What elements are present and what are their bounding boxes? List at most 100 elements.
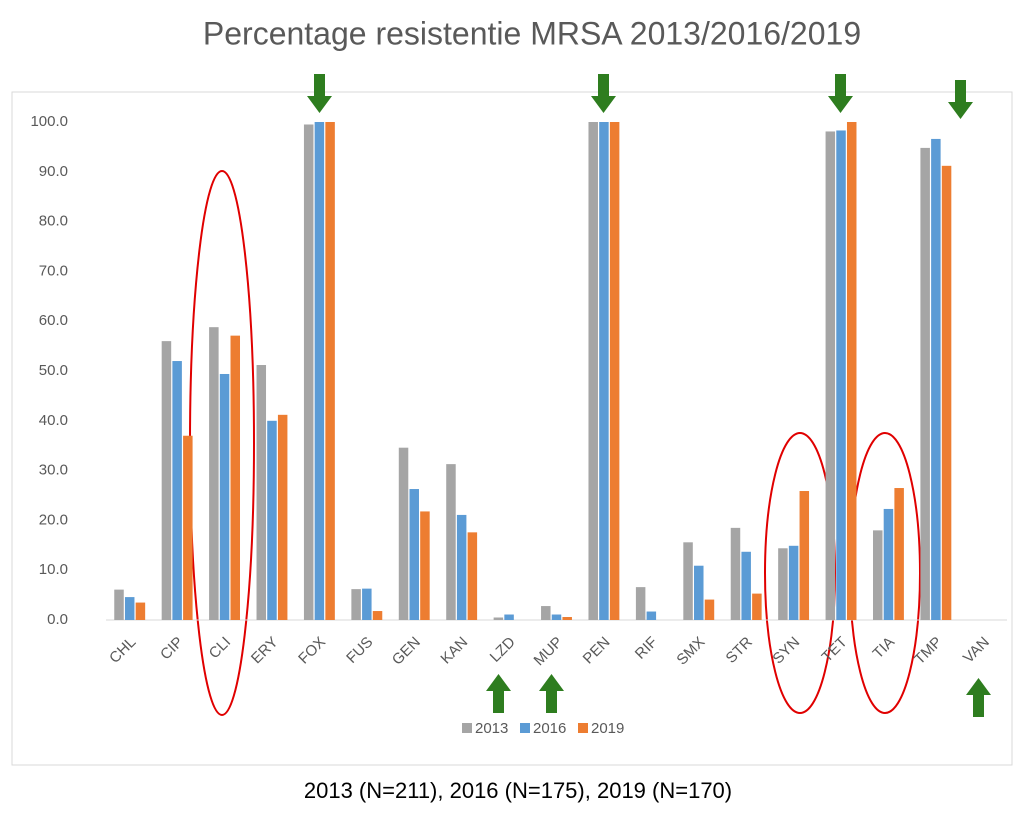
x-tick-label: MUP — [531, 634, 567, 670]
bar — [209, 327, 219, 620]
arrow-down — [948, 80, 973, 119]
arrow-down — [828, 74, 853, 113]
x-tick-label: RIF — [632, 634, 661, 663]
bar — [256, 365, 267, 620]
bar — [267, 420, 277, 620]
bar — [609, 122, 620, 620]
bar — [398, 447, 409, 620]
bar — [456, 514, 467, 620]
bar — [741, 551, 751, 620]
x-tick-label: GEN — [389, 634, 424, 669]
bar — [883, 508, 894, 620]
y-tick-label: 70.0 — [39, 262, 68, 279]
x-tick-label: STR — [723, 633, 756, 666]
bar — [788, 545, 799, 620]
bar — [183, 435, 193, 620]
legend-label: 2016 — [533, 720, 566, 737]
y-tick-label: 50.0 — [39, 362, 68, 379]
bar — [872, 530, 883, 620]
bar — [894, 488, 904, 620]
arrow-up — [966, 678, 991, 717]
bar — [172, 361, 182, 620]
bar — [161, 341, 172, 620]
bar — [941, 165, 952, 620]
bar — [493, 617, 504, 620]
x-tick-label: CIP — [157, 634, 187, 664]
bar — [799, 491, 810, 620]
bar — [420, 511, 430, 620]
y-tick-label: 0.0 — [47, 611, 68, 628]
annotations — [307, 74, 991, 717]
x-tick-label: SYN — [769, 634, 803, 668]
bar — [846, 122, 857, 620]
bar — [752, 593, 762, 620]
bar — [683, 542, 693, 620]
bar — [599, 122, 609, 620]
bar — [504, 614, 514, 620]
x-tick-label: TIA — [870, 634, 899, 663]
bar — [314, 122, 325, 620]
bar — [362, 588, 372, 620]
bar — [372, 611, 383, 620]
x-tick-label: SMX — [673, 634, 708, 669]
bar — [219, 373, 230, 620]
bar — [303, 124, 314, 621]
arrow-down — [307, 74, 332, 113]
bar — [351, 589, 361, 620]
bar — [730, 527, 741, 620]
x-tick-label: ERY — [248, 634, 282, 668]
bar — [562, 617, 572, 620]
highlights — [189, 170, 921, 716]
arrow-down — [591, 74, 616, 113]
bar — [135, 602, 146, 620]
legend-label: 2013 — [475, 720, 508, 737]
bar — [230, 335, 241, 620]
arrow-up — [486, 674, 511, 713]
x-tick-label: CLI — [206, 634, 235, 663]
bar — [325, 122, 335, 620]
y-tick-label: 10.0 — [39, 561, 68, 578]
chart-title: Percentage resistentie MRSA 2013/2016/20… — [203, 15, 861, 51]
y-tick-label: 40.0 — [39, 412, 68, 429]
bar — [467, 532, 478, 620]
chart-frame — [11, 91, 1013, 766]
bar — [931, 138, 941, 620]
bar — [588, 122, 598, 620]
bar — [114, 589, 124, 620]
bar — [541, 606, 551, 620]
bar — [446, 464, 456, 620]
x-tick-label: PEN — [580, 634, 614, 668]
bar — [124, 597, 135, 620]
y-tick-label: 100.0 — [30, 113, 68, 130]
bar — [635, 587, 646, 620]
legend-swatch — [462, 723, 472, 733]
footnote: 2013 (N=211), 2016 (N=175), 2019 (N=170) — [304, 778, 732, 803]
x-tick-label: LZD — [487, 634, 519, 666]
y-tick-label: 60.0 — [39, 312, 68, 329]
legend-swatch — [578, 723, 588, 733]
x-tick-label: FUS — [343, 634, 376, 667]
legend-label: 2019 — [591, 720, 624, 737]
bar — [920, 147, 930, 620]
arrow-up — [539, 674, 564, 713]
bar — [646, 611, 657, 620]
y-tick-label: 90.0 — [39, 163, 68, 180]
bar — [836, 130, 846, 620]
legend-swatch — [520, 723, 530, 733]
x-tick-label: KAN — [437, 634, 471, 668]
x-tick-label: FOX — [295, 634, 329, 668]
x-tick-label: VAN — [960, 634, 993, 667]
bar — [551, 614, 562, 620]
bar — [825, 131, 836, 620]
bar — [277, 414, 288, 620]
bar — [704, 599, 715, 620]
bar — [409, 489, 419, 620]
bar — [778, 548, 788, 620]
bar — [694, 565, 704, 620]
y-tick-label: 20.0 — [39, 511, 68, 528]
y-tick-label: 30.0 — [39, 462, 68, 479]
x-tick-label: CHL — [106, 634, 139, 667]
y-tick-label: 80.0 — [39, 213, 68, 230]
x-tick-label: TET — [819, 634, 851, 666]
